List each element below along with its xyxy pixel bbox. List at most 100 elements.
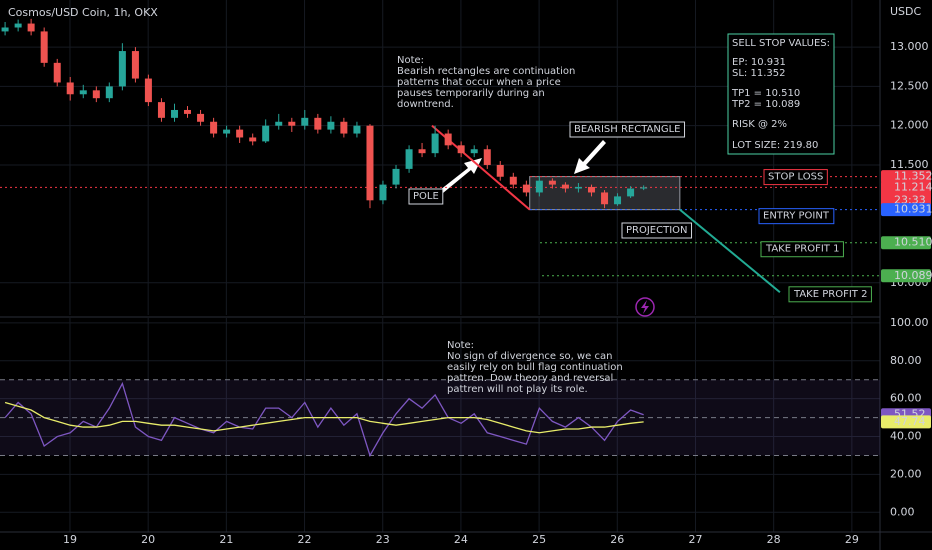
pattern-label-text: BEARISH RECTANGLE <box>574 124 681 135</box>
candle-body <box>496 164 504 177</box>
x-tick-label: 21 <box>219 533 233 546</box>
x-tick-label: 29 <box>845 533 859 546</box>
candle-body <box>601 192 609 205</box>
candle-body <box>183 109 191 114</box>
candle-body <box>548 180 556 185</box>
pattern-label-box <box>569 121 686 138</box>
candle-body <box>236 129 244 138</box>
candle-body <box>288 121 296 126</box>
pattern-label: BEARISH RECTANGLE <box>569 121 686 138</box>
chart-title: Cosmos/USD Coin, 1h, OKX <box>8 6 158 19</box>
note-line: pattren. Dow theory and reversal <box>447 373 613 384</box>
level-label-text: ENTRY POINT <box>763 211 830 222</box>
candle-body <box>262 125 270 142</box>
sell-box-line: EP: 10.931 <box>732 57 786 68</box>
candle-body <box>144 78 152 103</box>
candle-body <box>275 121 283 126</box>
y-tick-label: 13.000 <box>890 40 929 53</box>
note-line: patterns that occur when a price <box>397 77 561 88</box>
level-label: TAKE PROFIT 2 <box>788 286 872 303</box>
level-label-box <box>788 286 872 303</box>
arrows <box>440 140 606 193</box>
candle-body <box>210 121 218 134</box>
candle-body <box>366 125 374 201</box>
candle-body <box>131 51 139 79</box>
y-tick-label: 11.500 <box>890 158 929 171</box>
y-tick-label: 100.00 <box>890 316 929 329</box>
sell-box-line: LOT SIZE: 219.80 <box>732 140 818 151</box>
sell-box-line: SELL STOP VALUES: <box>732 38 830 49</box>
level-label-box <box>760 241 844 258</box>
level-label-box <box>763 169 828 186</box>
candle-body <box>157 102 165 118</box>
candle-body <box>574 186 582 189</box>
y-tick-label: 40.00 <box>890 430 922 443</box>
candle-body <box>118 51 126 87</box>
candle-body <box>587 186 595 193</box>
candle-body <box>92 90 100 99</box>
candle-body <box>40 31 48 63</box>
sell-box-line: TP2 = 10.089 <box>731 99 800 110</box>
candle-body <box>535 180 543 193</box>
candle-body <box>640 187 648 189</box>
pole-label-box <box>408 188 444 205</box>
level-label-box <box>758 208 835 225</box>
note-line: Note: <box>447 340 474 351</box>
candle-body <box>627 188 635 197</box>
level-label-text: STOP LOSS <box>768 172 823 183</box>
sell-box-line: TP1 = 10.510 <box>731 88 800 99</box>
x-tick-label: 28 <box>767 533 781 546</box>
note-line: No sign of divergence so, we can <box>447 351 612 362</box>
price-tag-label: 10.510 <box>894 236 932 249</box>
y-tick-label: 60.00 <box>890 392 922 405</box>
note-line: easily rely on bull flag continuation <box>447 362 623 373</box>
pole-label: POLE <box>408 188 444 205</box>
candle-body <box>66 82 74 95</box>
candle-body <box>340 121 348 134</box>
x-tick-label: 24 <box>454 533 468 546</box>
price-tag <box>881 415 931 429</box>
sell-box-line: SL: 11.352 <box>732 68 785 79</box>
level-label: TAKE PROFIT 1 <box>760 241 844 258</box>
level-label: STOP LOSS <box>763 169 828 186</box>
projection-line <box>679 208 781 293</box>
price-tag-label: 11.352 <box>894 170 932 183</box>
price-tag-label: 10.931 <box>894 203 932 216</box>
candle-body <box>1 27 9 32</box>
projection-label-box <box>621 222 693 239</box>
candle-body <box>197 113 205 122</box>
note-line: Note: <box>397 55 424 66</box>
candle-body <box>418 149 426 154</box>
candle-body <box>457 145 465 154</box>
x-tick-label: 26 <box>610 533 624 546</box>
candle-body <box>522 184 530 193</box>
y-tick-label: 0.00 <box>890 505 915 518</box>
price-tag-label: 47.74 <box>894 415 926 428</box>
x-tick-label: 19 <box>63 533 77 546</box>
x-tick-label: 23 <box>376 533 390 546</box>
y-tick-label: 12.000 <box>890 119 929 132</box>
x-tick-label: 22 <box>298 533 312 546</box>
candle-body <box>14 23 22 28</box>
candle-body <box>223 129 231 134</box>
currency: USDC <box>890 5 922 18</box>
price-tag-label: 10.089 <box>894 269 932 282</box>
note-line: pauses temporarily during an <box>397 88 545 99</box>
y-tick-label: 12.500 <box>890 79 929 92</box>
candle-body <box>509 176 517 185</box>
level-label-text: TAKE PROFIT 2 <box>793 289 867 300</box>
candle-body <box>431 133 439 154</box>
x-tick-label: 27 <box>688 533 702 546</box>
candle-body <box>27 23 35 32</box>
price-tag <box>881 269 931 283</box>
price-tag-label: 11.214 <box>894 180 932 193</box>
note-line: Bearish rectangles are continuation <box>397 66 575 77</box>
candle-body <box>53 62 61 83</box>
candle-body <box>79 90 87 95</box>
candle-body <box>392 168 400 185</box>
level-label: ENTRY POINT <box>758 208 835 225</box>
sell-box-line: RISK @ 2% <box>732 119 787 130</box>
candle-body <box>353 125 361 134</box>
candle-body <box>249 137 257 142</box>
